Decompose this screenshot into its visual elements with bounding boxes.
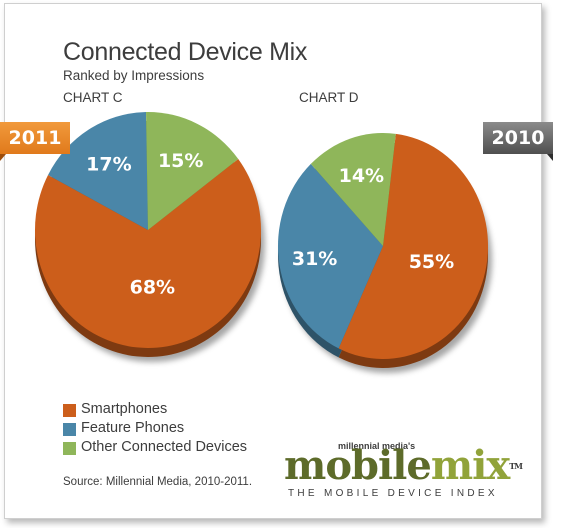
legend-label: Feature Phones <box>81 420 185 436</box>
logo-trademark: TM <box>509 461 523 471</box>
infographic-card: Connected Device Mix Ranked by Impressio… <box>4 3 542 519</box>
legend-label: Smartphones <box>81 401 168 417</box>
legend-swatch-other-devices <box>63 442 76 455</box>
pie-label-feature-phones: 31% <box>292 248 337 270</box>
pie-label-smartphones: 55% <box>409 251 454 273</box>
pie-label-other-connected-devices: 15% <box>158 150 203 172</box>
mobilemix-logo: mobilemixTM <box>284 446 523 486</box>
chart-title: Connected Device Mix <box>63 38 308 66</box>
year-tag-2011: 2011 <box>0 122 70 161</box>
pie-slice-smartphones <box>338 133 489 359</box>
chart-subtitle: Ranked by Impressions <box>63 68 205 83</box>
pie-slice-feature-phones <box>278 163 383 349</box>
pie-slice-other-connected-devices <box>146 112 239 230</box>
year-tag-2010: 2010 <box>483 122 553 161</box>
pie-label-other-connected-devices: 14% <box>339 165 384 187</box>
logo-tagline: THE MOBILE DEVICE INDEX <box>288 488 498 499</box>
chart-d-label: CHART D <box>299 90 359 105</box>
pie-chart-2010: 55% 31% 14% <box>278 133 492 373</box>
legend-swatch-feature-phones <box>63 423 76 436</box>
legend-label: Other Connected Devices <box>81 439 248 455</box>
logo-brand-text: millennial media's <box>338 441 416 451</box>
pie-charts: 68% 17% 15% 55% 31% 14% <box>34 112 492 373</box>
logo-word-mix: mix <box>430 442 510 489</box>
pie-slice-feature-phones <box>48 112 148 230</box>
logo-word-mobile: mobile <box>284 442 432 489</box>
pie-label-feature-phones: 17% <box>86 154 131 176</box>
pie-label-smartphones: 68% <box>130 276 175 298</box>
pie-slice-smartphones <box>34 158 262 348</box>
pie-chart-2011: 68% 17% 15% <box>34 112 265 362</box>
chart-c-label: CHART C <box>63 90 123 105</box>
legend-swatch-smartphones <box>63 404 76 417</box>
pie-slice-other-connected-devices <box>310 133 396 246</box>
source-note: Source: Millennial Media, 2010-2011. <box>63 476 253 488</box>
